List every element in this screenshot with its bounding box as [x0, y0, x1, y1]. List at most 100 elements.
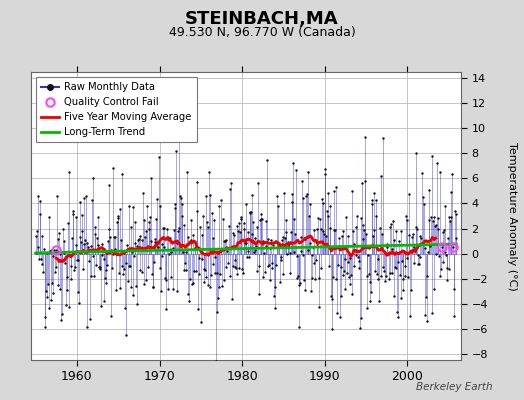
Point: [165, 251, 173, 257]
Point: [345, 274, 353, 280]
Point: [297, 234, 305, 240]
Point: [415, 261, 423, 268]
Point: [413, 252, 422, 258]
Point: [286, 270, 294, 276]
Point: [83, 240, 91, 246]
Point: [93, 234, 101, 241]
Point: [166, 274, 174, 280]
Point: [430, 214, 439, 220]
Point: [267, 236, 275, 243]
Point: [363, 272, 371, 279]
Point: [122, 332, 130, 338]
Point: [437, 265, 445, 272]
Point: [95, 264, 103, 270]
Point: [218, 282, 226, 289]
Point: [111, 234, 119, 241]
Point: [279, 271, 287, 277]
Point: [363, 305, 372, 311]
Point: [194, 255, 203, 261]
Point: [343, 233, 352, 239]
Point: [334, 262, 342, 268]
Point: [168, 245, 176, 252]
Point: [277, 254, 285, 260]
Point: [444, 214, 453, 220]
Point: [161, 306, 170, 312]
Point: [358, 180, 366, 186]
Point: [155, 202, 163, 209]
Point: [427, 310, 435, 316]
Point: [160, 244, 169, 250]
Point: [350, 263, 358, 270]
Point: [387, 221, 395, 227]
Point: [165, 286, 173, 292]
Point: [340, 268, 348, 274]
Point: [32, 250, 40, 256]
Point: [34, 192, 42, 199]
Point: [199, 213, 207, 220]
Point: [319, 200, 328, 206]
Point: [188, 281, 196, 287]
Point: [268, 260, 276, 266]
Point: [451, 208, 459, 214]
Point: [137, 244, 145, 251]
Point: [224, 245, 233, 252]
Point: [359, 222, 367, 228]
Point: [434, 226, 443, 233]
Point: [316, 225, 325, 232]
Point: [166, 235, 174, 241]
Point: [248, 231, 257, 238]
Point: [384, 251, 392, 257]
Point: [233, 223, 242, 229]
Point: [75, 300, 83, 306]
Point: [31, 232, 40, 239]
Point: [380, 278, 389, 285]
Point: [351, 246, 359, 253]
Point: [128, 204, 137, 210]
Point: [439, 229, 447, 236]
Point: [433, 159, 441, 166]
Point: [376, 173, 385, 180]
Point: [254, 180, 262, 186]
Point: [289, 160, 297, 166]
Point: [178, 213, 187, 220]
Point: [373, 270, 381, 277]
Point: [64, 169, 73, 175]
Point: [131, 219, 139, 226]
Point: [402, 254, 411, 261]
Point: [314, 215, 322, 222]
Point: [396, 228, 405, 234]
Point: [418, 170, 426, 176]
Point: [251, 247, 259, 254]
Point: [184, 234, 193, 241]
Point: [181, 266, 190, 273]
Point: [402, 213, 410, 220]
Point: [170, 227, 178, 234]
Point: [443, 265, 452, 272]
Point: [117, 171, 126, 177]
Point: [214, 202, 223, 209]
Point: [416, 233, 424, 240]
Point: [291, 231, 299, 237]
Point: [252, 242, 260, 249]
Point: [426, 243, 434, 249]
Point: [177, 195, 185, 201]
Point: [431, 223, 439, 229]
Point: [234, 228, 242, 234]
Point: [325, 225, 334, 232]
Point: [54, 282, 62, 288]
Point: [220, 238, 228, 244]
Point: [104, 238, 112, 244]
Point: [393, 309, 401, 316]
Point: [94, 214, 102, 220]
Point: [171, 200, 180, 207]
Point: [281, 234, 289, 241]
Point: [320, 230, 328, 237]
Point: [139, 217, 148, 223]
Point: [38, 261, 47, 268]
Point: [185, 276, 194, 282]
Point: [348, 188, 356, 195]
Point: [71, 242, 80, 248]
Point: [277, 257, 286, 263]
Point: [61, 260, 69, 266]
Point: [232, 265, 240, 272]
